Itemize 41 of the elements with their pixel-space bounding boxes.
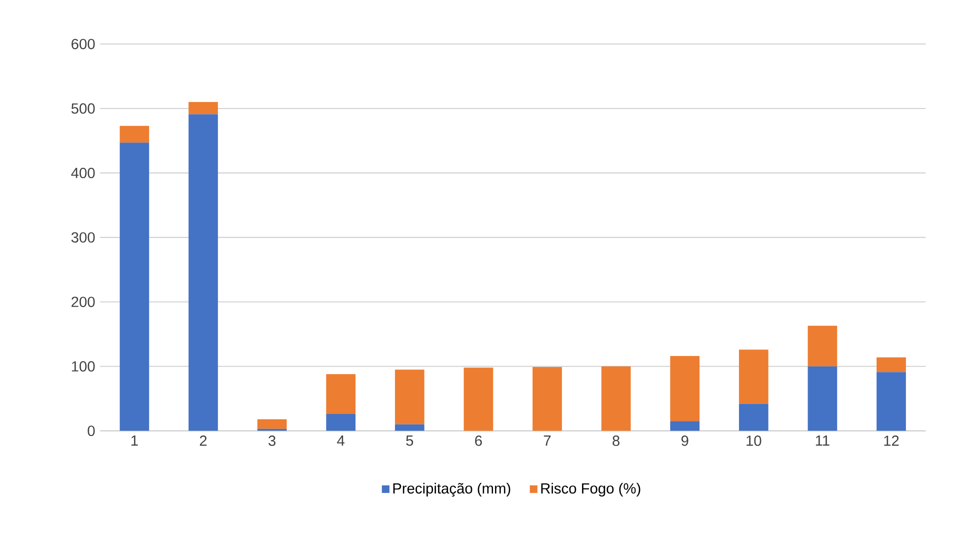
x-tick-label: 2 [200,436,207,446]
x-tick-label: 12 [884,436,899,446]
x-tick-label: 1 [131,436,138,446]
x-tick-label: 9 [681,436,688,446]
bar [808,326,838,366]
y-tick-label: 500 [71,103,95,114]
bar [464,368,494,431]
bar [120,142,150,431]
bar [326,414,356,431]
bar [876,372,906,431]
bar [876,357,906,372]
x-tick-label: 11 [816,436,830,446]
x-tick-label: 3 [268,436,276,446]
bar [601,366,631,431]
bar [326,374,356,414]
y-tick-label: 400 [71,168,95,178]
y-tick-label: 200 [72,296,95,308]
y-tick-label: 600 [72,38,95,50]
y-tick-label: 100 [72,361,95,372]
legend-label: Precipitação (mm) [393,482,510,497]
bar [257,419,287,429]
bar [394,370,424,424]
legend-label: Risco Fogo (%) [541,482,640,497]
bar [188,102,218,114]
bar [188,114,218,431]
bar [738,404,768,431]
x-tick-label: 6 [475,436,482,446]
bar [670,356,700,422]
y-tick-label: 0 [88,426,95,436]
bar [808,366,838,431]
bar [738,350,768,404]
bar [670,421,700,431]
x-tick-label: 7 [544,436,551,446]
x-tick-label: 10 [746,436,762,446]
x-tick-label: 4 [337,436,344,446]
bar [120,126,150,143]
x-tick-label: 5 [406,436,414,446]
bar [394,424,424,431]
bar [532,367,562,431]
y-tick-label: 300 [71,232,95,243]
x-tick-label: 8 [612,436,620,446]
